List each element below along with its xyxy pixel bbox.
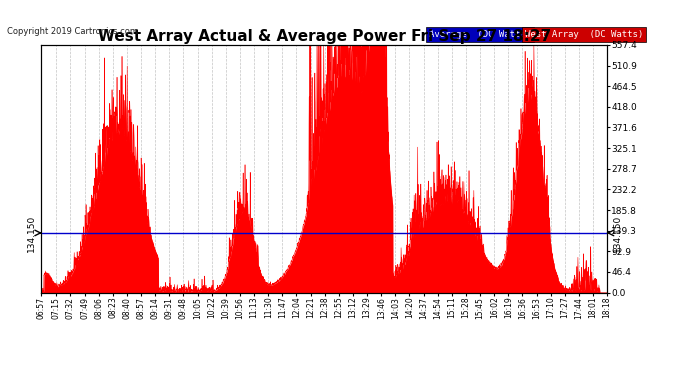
Text: Copyright 2019 Cartronics.com: Copyright 2019 Cartronics.com xyxy=(7,27,138,36)
Text: 134.150: 134.150 xyxy=(613,214,622,252)
Title: West Array Actual & Average Power Fri Sep 27 18:27: West Array Actual & Average Power Fri Se… xyxy=(98,29,551,44)
Text: Average  (DC Watts): Average (DC Watts) xyxy=(429,30,531,39)
Text: West Array  (DC Watts): West Array (DC Watts) xyxy=(525,30,643,39)
Text: 134.150: 134.150 xyxy=(27,214,36,252)
